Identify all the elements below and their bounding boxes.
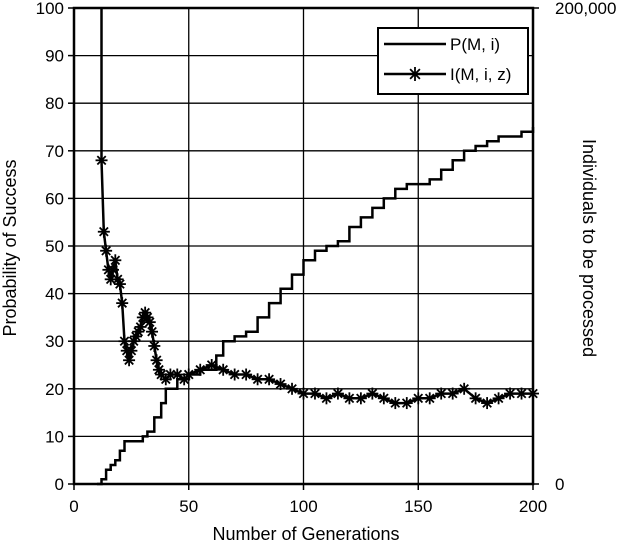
series-i-marker — [297, 387, 310, 400]
series-i-marker — [123, 354, 136, 367]
y-tick-label: 90 — [45, 47, 64, 66]
y-axis-title: Probability of Success — [0, 159, 20, 336]
x-tick-label: 50 — [179, 497, 198, 516]
series-i-line — [100, 160, 533, 405]
series-i-marker — [308, 387, 321, 400]
series-i-marker — [263, 373, 276, 386]
series-i-marker — [146, 325, 159, 338]
series-i-marker — [100, 244, 113, 257]
x-axis-ticks: 0 50 100 150 200 — [69, 484, 547, 516]
series-i-marker — [492, 392, 505, 405]
y-tick-label: 80 — [45, 94, 64, 113]
series-i-marker — [109, 254, 122, 267]
series-i-marker — [104, 273, 117, 286]
series-i-marker — [435, 387, 448, 400]
y-tick-label: 50 — [45, 237, 64, 256]
series-p-line — [97, 127, 535, 486]
series-i-marker — [194, 363, 207, 376]
series-i-marker — [458, 382, 471, 395]
series-i-marker — [134, 320, 147, 333]
x-tick-label: 100 — [289, 497, 317, 516]
x-tick-label: 200 — [519, 497, 547, 516]
series-i-marker — [412, 392, 425, 405]
series-i-marker — [182, 368, 195, 381]
y-tick-label: 30 — [45, 332, 64, 351]
series-i-marker — [343, 392, 356, 405]
legend: P(M, i) I(M, i, z) — [377, 27, 529, 95]
series-i-marker — [377, 392, 390, 405]
series-i-marker — [389, 397, 402, 410]
y-tick-label: 10 — [45, 427, 64, 446]
series-i-marker — [143, 316, 156, 329]
x-tick-label: 0 — [69, 497, 78, 516]
series-i-marker — [205, 359, 218, 371]
y2-tick-label: 0 — [555, 475, 564, 494]
legend-label-p: P(M, i) — [450, 35, 500, 54]
series-i-marker — [331, 387, 344, 400]
series-i-marker — [164, 368, 177, 381]
series-i-marker — [400, 397, 413, 410]
series-i-marker — [481, 397, 494, 410]
series-i-marker — [274, 378, 287, 391]
series-i-marker — [97, 225, 110, 238]
series-i-marker — [217, 363, 230, 376]
series-i-marker — [366, 387, 379, 400]
series-i-marker — [251, 373, 264, 386]
y2-tick-label: 200,000 — [555, 0, 616, 18]
series-i-marker — [171, 368, 184, 381]
series-i-marker — [150, 354, 163, 367]
series-i-marker — [446, 387, 459, 400]
y-axis-ticks: 0 10 20 30 40 50 60 70 80 90 100 — [36, 0, 74, 494]
series-i-marker — [240, 368, 253, 381]
series-i-marker — [113, 278, 126, 291]
x-tick-label: 150 — [404, 497, 432, 516]
series-i-marker — [125, 344, 138, 357]
series-i-marker — [469, 392, 482, 405]
y2-axis-ticks: 0 200,000 — [533, 0, 616, 494]
series-i-marker — [527, 387, 539, 400]
legend-box — [377, 27, 529, 95]
series-i-marker — [95, 154, 108, 167]
y-tick-label: 0 — [55, 475, 64, 494]
y-tick-label: 60 — [45, 189, 64, 208]
series-i-marker — [116, 297, 129, 310]
series-i-marker — [228, 368, 241, 381]
y-tick-label: 100 — [36, 0, 64, 18]
series-i-marker — [515, 387, 528, 400]
y-tick-label: 70 — [45, 142, 64, 161]
series-i-marker — [320, 392, 333, 405]
series-i-marker — [504, 387, 517, 400]
y-tick-label: 40 — [45, 285, 64, 304]
legend-marker-i — [408, 67, 422, 81]
series-i-marker — [286, 382, 299, 395]
series-i-marker — [354, 392, 367, 405]
series-i-marker — [107, 263, 120, 276]
legend-asterisk-icon — [408, 67, 422, 81]
y2-axis-title: Individuals to be processed — [579, 139, 599, 357]
series-layer — [73, 8, 539, 486]
series-i-marker — [148, 339, 161, 352]
x-axis-title: Number of Generations — [212, 524, 399, 544]
series-i-marker — [423, 392, 436, 405]
y-tick-label: 20 — [45, 380, 64, 399]
legend-label-i: I(M, i, z) — [450, 65, 511, 84]
